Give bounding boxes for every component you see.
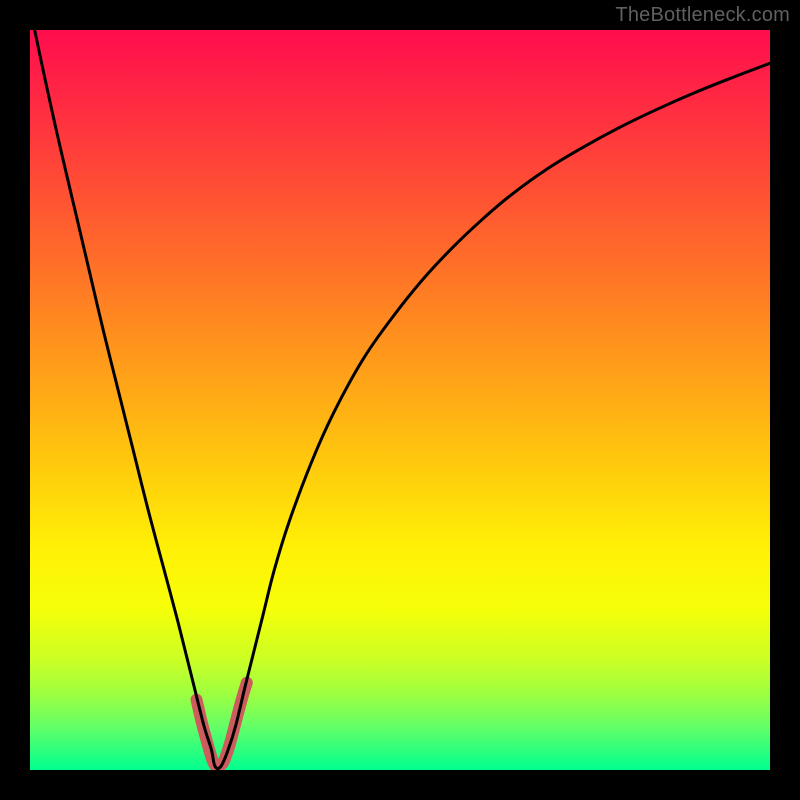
watermark-text: TheBottleneck.com — [615, 4, 790, 27]
curve-layer — [30, 30, 770, 770]
plot-area — [30, 30, 770, 770]
bottleneck-curve — [30, 30, 770, 769]
